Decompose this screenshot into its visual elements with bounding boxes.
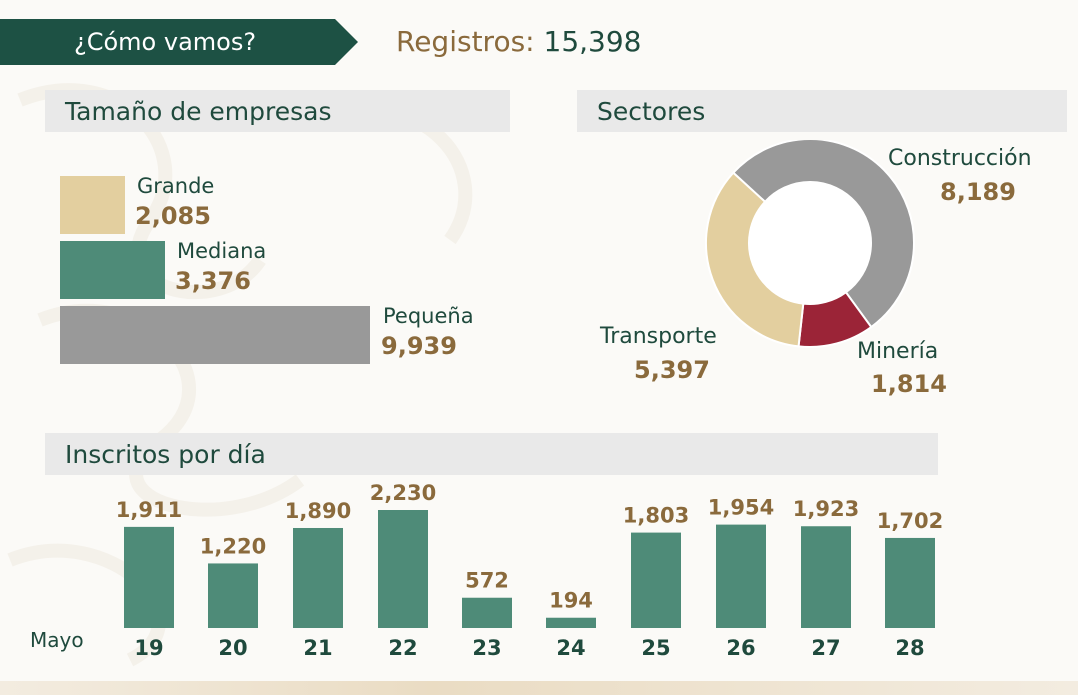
sectors-section-header: Sectores bbox=[577, 90, 1067, 132]
page-title: ¿Cómo vamos? bbox=[74, 28, 257, 56]
sector-value-transporte: 5,397 bbox=[634, 356, 710, 384]
daily-bar-20 bbox=[208, 563, 258, 628]
banner-shape bbox=[0, 19, 358, 65]
daily-value-24: 194 bbox=[549, 589, 593, 613]
daily-value-21: 1,890 bbox=[285, 499, 351, 523]
daily-value-26: 1,954 bbox=[708, 496, 774, 520]
daily-date-23: 23 bbox=[472, 636, 501, 660]
daily-bar-28 bbox=[885, 537, 935, 628]
sector-label-construccion: Construcción bbox=[888, 146, 1032, 171]
size-section-header: Tamaño de empresas bbox=[45, 90, 510, 132]
size-label-mediana: Mediana bbox=[177, 239, 267, 263]
daily-date-28: 28 bbox=[895, 636, 924, 660]
size-bar-mediana bbox=[60, 241, 165, 299]
size-bar-pequena bbox=[60, 306, 370, 364]
sector-label-transporte: Transporte bbox=[600, 324, 717, 349]
daily-date-24: 24 bbox=[556, 636, 585, 660]
daily-value-20: 1,220 bbox=[200, 534, 266, 558]
month-label: Mayo bbox=[30, 628, 84, 652]
daily-section-title: Inscritos por día bbox=[65, 440, 266, 469]
registros-value: 15,398 bbox=[543, 25, 642, 58]
sector-value-construccion: 8,189 bbox=[940, 178, 1016, 206]
size-bar-grande bbox=[60, 176, 125, 234]
sectors-section-title: Sectores bbox=[597, 97, 706, 126]
daily-section-header: Inscritos por día bbox=[45, 433, 938, 475]
daily-bar-26 bbox=[716, 524, 766, 628]
registros-total: Registros: 15,398 bbox=[396, 25, 641, 58]
daily-date-26: 26 bbox=[726, 636, 755, 660]
daily-bar-21 bbox=[293, 527, 343, 628]
daily-date-21: 21 bbox=[303, 636, 332, 660]
daily-value-27: 1,923 bbox=[793, 497, 859, 521]
donut-hole bbox=[749, 182, 871, 304]
bottom-strip bbox=[0, 681, 1078, 695]
daily-date-27: 27 bbox=[811, 636, 840, 660]
sectors-donut-chart bbox=[705, 140, 915, 348]
size-label-grande: Grande bbox=[137, 174, 215, 198]
daily-date-22: 22 bbox=[388, 636, 417, 660]
size-value-grande: 2,085 bbox=[135, 202, 211, 230]
size-value-pequena: 9,939 bbox=[381, 332, 457, 360]
daily-value-28: 1,702 bbox=[877, 509, 943, 533]
daily-value-19: 1,911 bbox=[116, 498, 182, 522]
registros-label: Registros: bbox=[396, 25, 535, 58]
daily-bar-27 bbox=[801, 526, 851, 628]
daily-date-25: 25 bbox=[641, 636, 670, 660]
title-banner: ¿Cómo vamos? bbox=[0, 19, 360, 65]
sector-label-mineria: Minería bbox=[857, 339, 939, 364]
daily-bar-19 bbox=[124, 526, 174, 628]
daily-date-19: 19 bbox=[134, 636, 163, 660]
daily-bar-25 bbox=[631, 532, 681, 628]
daily-bar-24 bbox=[546, 617, 596, 628]
size-section-title: Tamaño de empresas bbox=[65, 97, 332, 126]
daily-bar-22 bbox=[378, 510, 428, 628]
donut-slice-transporte bbox=[705, 171, 805, 348]
size-value-mediana: 3,376 bbox=[175, 267, 251, 295]
size-label-pequena: Pequeña bbox=[383, 304, 474, 328]
daily-bar-23 bbox=[462, 597, 512, 628]
daily-registrations-chart: 1,911 19 1,220 20 1,890 21 2,230 22 572 23 194 24 1,… bbox=[116, 481, 943, 660]
daily-value-23: 572 bbox=[465, 569, 509, 593]
daily-date-20: 20 bbox=[218, 636, 247, 660]
sector-value-mineria: 1,814 bbox=[871, 370, 947, 398]
daily-value-25: 1,803 bbox=[623, 504, 689, 528]
daily-value-22: 2,230 bbox=[370, 481, 436, 505]
